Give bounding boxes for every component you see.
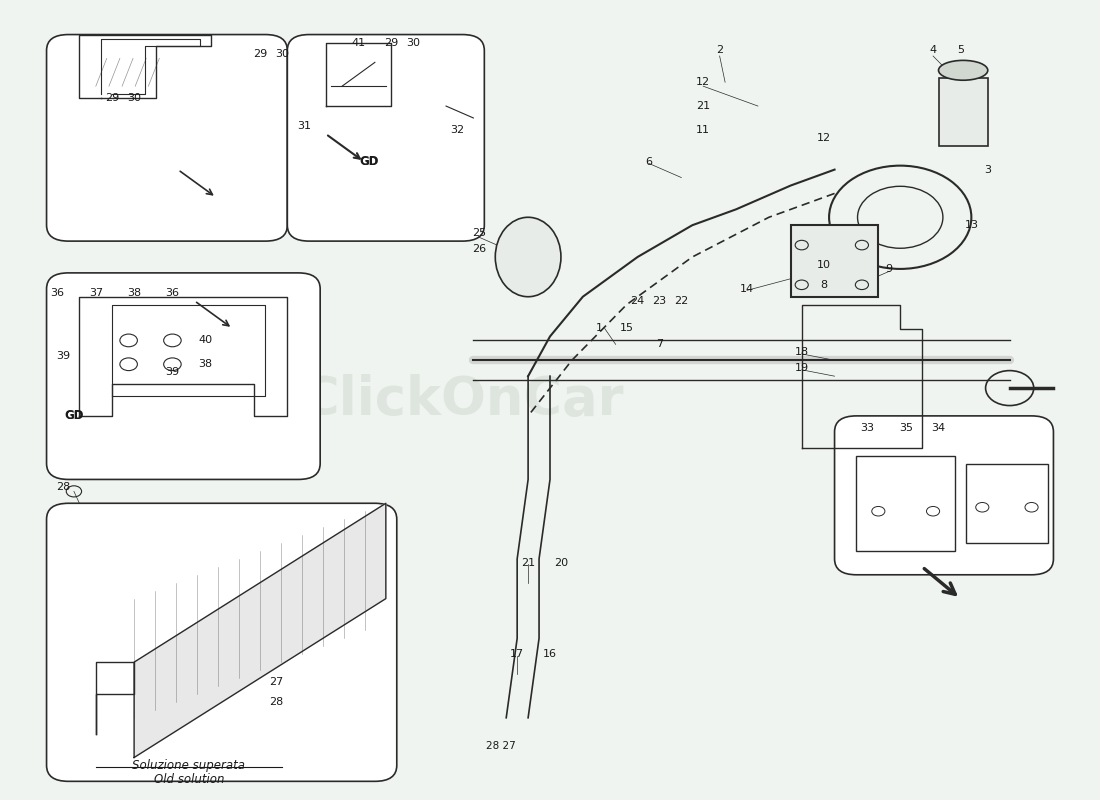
Text: 35: 35 [899,423,913,433]
Text: 36: 36 [165,288,179,298]
Text: 4: 4 [930,46,936,55]
Text: 41: 41 [351,38,365,47]
Ellipse shape [495,218,561,297]
Text: 33: 33 [860,423,875,433]
Text: 31: 31 [297,121,310,131]
Polygon shape [134,503,386,758]
Bar [966,463,1048,543]
Text: 25: 25 [472,228,486,238]
Text: 2: 2 [716,46,723,55]
Text: 27: 27 [270,677,284,687]
Text: 12: 12 [816,133,831,143]
Ellipse shape [938,60,988,80]
Text: GD: GD [64,410,84,422]
Text: 30: 30 [406,38,420,47]
Text: 21: 21 [696,101,711,111]
Text: 29: 29 [106,93,119,103]
Text: Old solution: Old solution [154,774,224,786]
Text: 18: 18 [794,347,808,358]
Text: 17: 17 [510,650,525,659]
Text: GD: GD [360,155,379,168]
Text: 28 27: 28 27 [486,741,516,750]
Text: Soluzione superata: Soluzione superata [132,759,245,772]
Text: 1: 1 [596,323,603,334]
Bar [938,78,988,146]
Text: 11: 11 [696,125,711,135]
Text: 14: 14 [740,284,755,294]
Text: 26: 26 [472,244,486,254]
Text: 7: 7 [656,339,663,350]
Text: 34: 34 [932,423,946,433]
Bar [791,226,878,297]
FancyBboxPatch shape [46,503,397,782]
Bar [857,456,955,551]
Text: 19: 19 [794,363,808,374]
Text: 30: 30 [128,93,141,103]
FancyBboxPatch shape [46,273,320,479]
Text: 28: 28 [56,482,70,492]
Text: 22: 22 [674,296,689,306]
Text: ClickOnCar: ClickOnCar [300,374,624,426]
Text: 21: 21 [521,558,536,568]
FancyBboxPatch shape [46,34,287,241]
Text: 16: 16 [543,650,557,659]
Text: 13: 13 [965,220,978,230]
Text: 12: 12 [696,78,711,87]
Text: 9: 9 [886,264,893,274]
Text: 38: 38 [198,359,212,370]
Text: 39: 39 [165,367,179,377]
Text: 6: 6 [645,157,652,166]
Text: 3: 3 [984,165,991,174]
Text: 39: 39 [56,351,70,362]
Text: 10: 10 [816,260,831,270]
Text: 8: 8 [820,280,827,290]
Text: 15: 15 [619,323,634,334]
Text: 29: 29 [253,50,267,59]
Text: 28: 28 [270,697,284,707]
Text: 5: 5 [957,46,964,55]
Text: 38: 38 [126,288,141,298]
FancyBboxPatch shape [287,34,484,241]
Text: 20: 20 [554,558,568,568]
Text: 30: 30 [275,50,289,59]
Text: 23: 23 [652,296,667,306]
Text: 24: 24 [630,296,645,306]
Text: GD: GD [361,157,378,166]
Text: 32: 32 [450,125,464,135]
Text: 36: 36 [51,288,65,298]
FancyBboxPatch shape [835,416,1054,574]
Text: GD: GD [65,411,82,421]
Text: 37: 37 [89,288,103,298]
Text: 40: 40 [198,335,212,346]
Text: 29: 29 [384,38,398,47]
